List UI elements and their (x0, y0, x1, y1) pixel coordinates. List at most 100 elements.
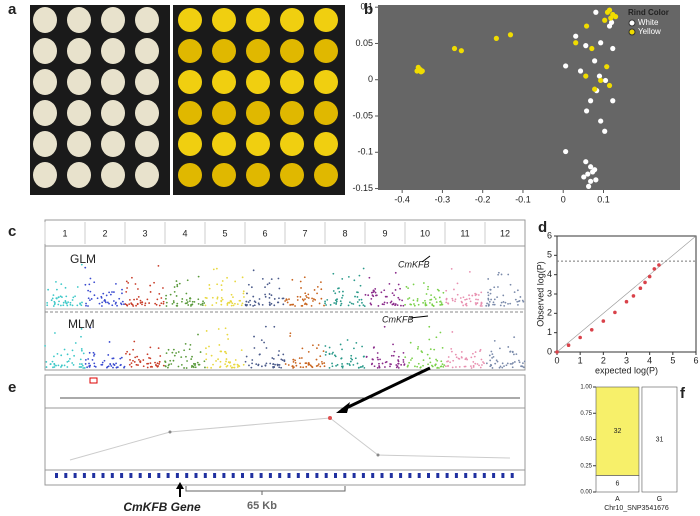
snp-texture (477, 298, 479, 301)
snp-texture (516, 300, 519, 303)
snp-texture (362, 304, 365, 307)
snp-texture (494, 362, 497, 365)
y-tick-label: -0.1 (357, 147, 373, 157)
snp-texture (250, 366, 253, 369)
snp-texture (197, 275, 200, 278)
snp-texture (277, 277, 280, 280)
snp-texture (452, 359, 455, 362)
snp-texture (66, 304, 69, 307)
snp-texture (52, 366, 54, 369)
cell-label: 32 (614, 428, 622, 435)
snp-texture (164, 360, 166, 363)
gene (166, 473, 170, 478)
y-tick-label: 0.75 (580, 411, 592, 417)
point (606, 7, 613, 13)
snp-texture (412, 299, 415, 302)
y-tick-label: 0 (547, 346, 552, 356)
snp-texture (489, 363, 492, 366)
snp-texture (93, 355, 95, 357)
snp-texture (88, 362, 90, 365)
snp-texture (509, 362, 512, 365)
snp-texture (137, 296, 140, 298)
x-tick-label: 0 (554, 355, 559, 365)
snp-texture (270, 294, 273, 297)
point (507, 32, 514, 38)
snp-texture (417, 346, 420, 348)
snp-texture (455, 366, 457, 368)
snp-texture (264, 286, 266, 289)
snp-texture (493, 303, 496, 306)
snp-texture (60, 366, 62, 368)
snp-texture (461, 301, 463, 304)
snp-texture (342, 290, 344, 293)
snp-texture (197, 302, 200, 305)
snp-texture (227, 361, 230, 364)
snp-texture (154, 361, 156, 364)
snp-texture (381, 362, 384, 365)
snp-texture (116, 304, 118, 307)
snp-texture (112, 366, 114, 369)
snp-texture (190, 305, 192, 307)
snp-texture (129, 359, 131, 361)
snp-texture (399, 287, 401, 290)
snp-texture (80, 263, 83, 266)
snp-texture (444, 365, 447, 368)
snp-texture (424, 299, 426, 302)
snp-texture (159, 355, 162, 357)
snp-texture (402, 351, 405, 354)
snp-texture (71, 304, 74, 307)
snp-texture (509, 283, 512, 286)
snp-texture (441, 346, 444, 349)
snp-texture (177, 351, 180, 353)
snp-texture (518, 359, 520, 362)
snp-texture (156, 365, 159, 368)
snp-texture (125, 290, 128, 293)
snp-texture (296, 295, 299, 298)
snp-texture (128, 353, 131, 356)
snp-texture (272, 357, 275, 360)
snp-texture (155, 364, 158, 367)
snp-texture (156, 298, 159, 301)
snp-texture (120, 363, 122, 366)
snp-texture (474, 351, 477, 353)
point (418, 69, 424, 75)
snp-texture (473, 355, 476, 358)
snp-texture (406, 365, 409, 368)
snp-texture (361, 345, 363, 348)
snp-texture (255, 363, 258, 366)
snp-texture (62, 304, 65, 307)
snp-texture (511, 366, 514, 369)
cell-label: 6 (616, 481, 620, 488)
x-tick-label: 5 (670, 355, 675, 365)
snp-texture (359, 366, 362, 368)
point (578, 335, 582, 340)
snp-texture (459, 297, 462, 299)
snp-texture (88, 351, 91, 354)
snp-texture (63, 364, 66, 367)
snp-texture (158, 292, 161, 295)
snp-texture (489, 292, 492, 295)
snp-texture (264, 295, 267, 298)
snp-texture (270, 278, 273, 281)
snp-texture (305, 362, 308, 365)
snp-texture (273, 304, 276, 307)
snp-texture (480, 301, 483, 304)
snp-texture (325, 351, 327, 353)
snp-texture (474, 362, 477, 365)
snp-texture (203, 302, 206, 304)
snp-texture (375, 294, 378, 297)
chrom-label: 5 (222, 228, 227, 238)
snp-texture (435, 336, 438, 339)
snp-texture (312, 300, 314, 302)
snp-texture (331, 365, 334, 368)
snp-texture (167, 366, 169, 369)
snp-texture (88, 299, 91, 301)
snp-texture (91, 358, 94, 361)
locus-frame (44, 374, 526, 486)
snp-texture (502, 301, 505, 303)
snp-texture (245, 304, 248, 307)
snp-texture (176, 285, 179, 288)
snp-texture (162, 302, 165, 305)
snp-texture (202, 300, 204, 303)
snp-texture (248, 364, 250, 367)
